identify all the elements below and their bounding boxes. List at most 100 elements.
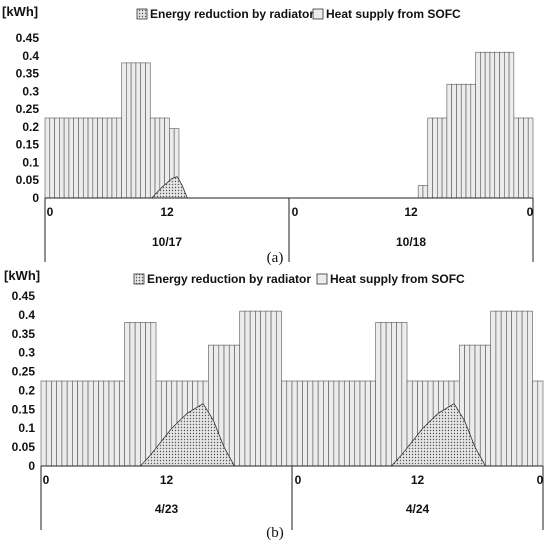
- bar: [98, 380, 105, 467]
- y-tick-label: 0.3: [18, 346, 35, 360]
- bar: [113, 380, 120, 467]
- bar: [460, 83, 467, 199]
- bar: [265, 310, 272, 467]
- legend-label-supply: Heat supply from SOFC: [326, 7, 461, 21]
- y-tick-label: 0.35: [12, 327, 36, 341]
- bar: [495, 310, 502, 467]
- bar: [124, 322, 131, 467]
- bar: [451, 83, 457, 199]
- bar: [40, 380, 47, 467]
- y-tick-label: 0.35: [16, 67, 40, 81]
- bar: [140, 62, 146, 199]
- bar: [66, 380, 73, 467]
- legend-label-reduction: Energy reduction by radiator: [150, 7, 314, 21]
- bar: [338, 380, 345, 467]
- bar: [149, 117, 156, 199]
- bar: [391, 322, 397, 467]
- bar: [239, 310, 246, 467]
- x-tick-label: 0: [527, 205, 534, 219]
- bar: [499, 51, 505, 199]
- bar: [456, 83, 462, 199]
- bar: [470, 83, 476, 199]
- bar: [276, 310, 282, 467]
- figure-caption: (b): [266, 525, 284, 541]
- bar: [364, 380, 371, 467]
- bar: [63, 117, 70, 199]
- legend-swatch-reduction: [136, 8, 148, 20]
- legend-label-reduction: Energy reduction by radiator: [147, 272, 311, 286]
- y-tick-label: 0: [28, 459, 35, 473]
- figure-caption: (a): [267, 250, 284, 266]
- bar: [111, 117, 118, 199]
- bar: [511, 310, 518, 467]
- bar: [422, 185, 429, 199]
- reduction-area: [390, 403, 487, 467]
- bar: [307, 380, 314, 467]
- reduction-area: [139, 403, 236, 467]
- bar: [82, 117, 89, 199]
- bar: [82, 380, 89, 467]
- bar: [523, 117, 529, 199]
- bar: [375, 322, 382, 467]
- bar: [518, 117, 524, 199]
- bar: [97, 117, 103, 199]
- bar: [532, 380, 539, 467]
- bar: [396, 322, 403, 467]
- bar: [527, 310, 533, 467]
- x-tick-label: 12: [404, 205, 418, 219]
- bar: [494, 51, 500, 199]
- bar: [228, 344, 235, 467]
- legend-swatch-reduction: [133, 273, 145, 285]
- bar: [102, 117, 108, 199]
- bar: [77, 380, 84, 467]
- bar: [281, 380, 288, 467]
- bar: [126, 62, 132, 199]
- x-tick-label: 12: [160, 473, 174, 487]
- bar: [385, 322, 392, 467]
- bar: [427, 117, 433, 199]
- bar: [323, 380, 329, 467]
- bar: [446, 83, 452, 199]
- bar: [401, 322, 408, 467]
- bar: [343, 380, 350, 467]
- legend-label-supply: Heat supply from SOFC: [330, 272, 465, 286]
- bar: [54, 117, 60, 199]
- y-tick-label: 0.25: [16, 102, 40, 116]
- x-tick-label: 12: [160, 205, 174, 219]
- bar: [87, 380, 94, 467]
- y-tick-label: 0.2: [22, 120, 39, 134]
- bar: [506, 310, 512, 467]
- bar: [508, 51, 515, 199]
- x-tick-label: 0: [537, 473, 544, 487]
- bar: [286, 380, 293, 467]
- bar: [513, 117, 519, 199]
- bar: [270, 310, 277, 467]
- bar: [475, 51, 481, 199]
- x-tick-label: 0: [292, 205, 299, 219]
- bar: [44, 117, 51, 199]
- bar: [480, 51, 486, 199]
- y-tick-label: 0: [32, 191, 39, 205]
- bar: [441, 117, 448, 199]
- date-label: 4/23: [155, 502, 179, 516]
- x-tick-label: 12: [411, 473, 425, 487]
- y-axis-label: [kWh]: [4, 268, 40, 283]
- y-tick-label: 0.4: [18, 308, 35, 322]
- bar: [45, 380, 52, 467]
- y-axis-label: [kWh]: [2, 4, 38, 19]
- date-label: 4/24: [406, 502, 430, 516]
- bar: [485, 344, 492, 467]
- y-tick-label: 0.25: [12, 365, 36, 379]
- bar: [92, 380, 99, 467]
- bar: [103, 380, 110, 467]
- bar: [500, 310, 507, 467]
- bar: [49, 117, 55, 199]
- bar: [130, 62, 137, 199]
- y-tick-label: 0.45: [12, 289, 36, 303]
- bar: [489, 51, 496, 199]
- bar: [302, 380, 308, 467]
- bar: [260, 310, 267, 467]
- bar: [490, 310, 497, 467]
- bar: [503, 51, 510, 199]
